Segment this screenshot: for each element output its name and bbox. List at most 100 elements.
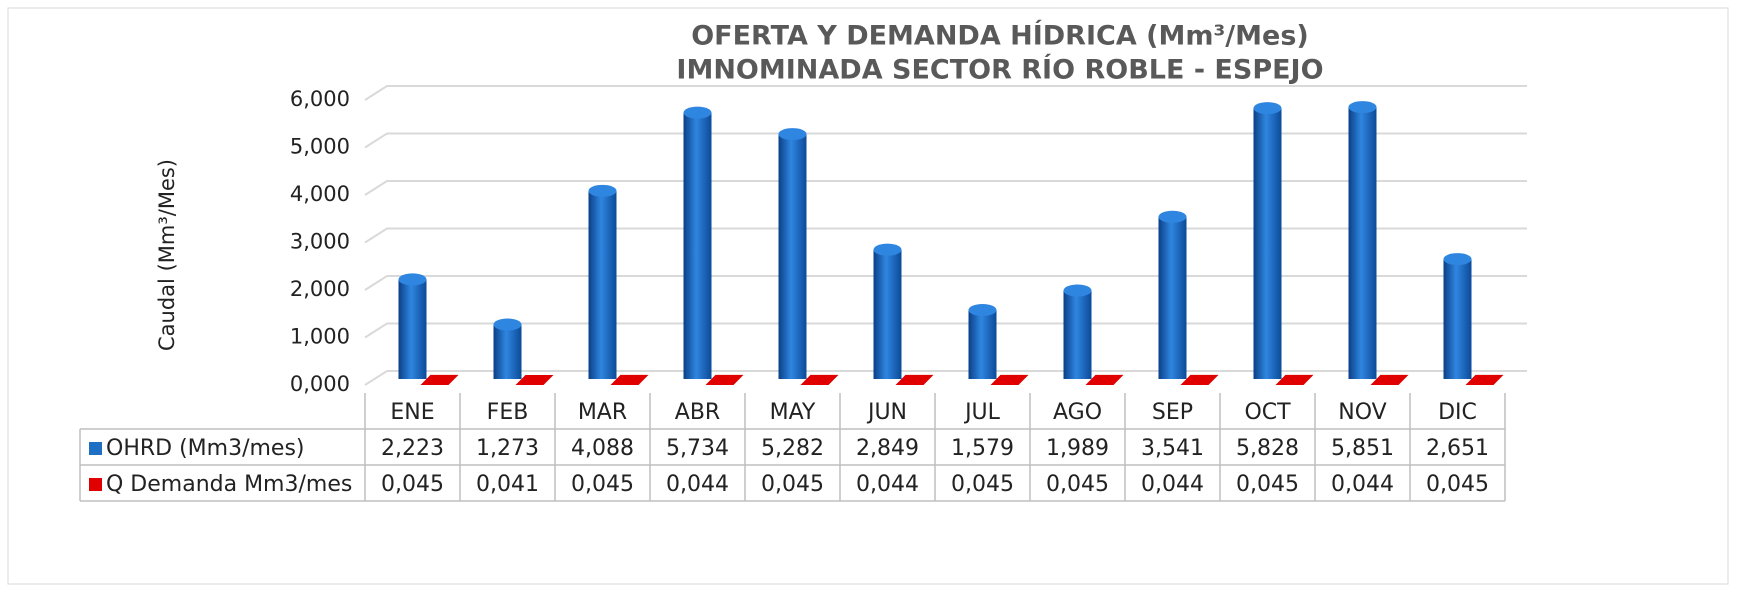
grid-line [364, 322, 1527, 339]
bar [420, 374, 459, 385]
bar [1158, 210, 1187, 379]
x-tick-label: MAR [578, 400, 627, 425]
bar-top [1063, 284, 1092, 297]
bar [778, 128, 807, 379]
bar [968, 303, 997, 379]
table-value: 1,989 [1046, 436, 1109, 461]
bar-body [398, 279, 427, 379]
y-tick-label: 1,000 [290, 325, 350, 349]
bar-body [1443, 259, 1472, 379]
x-tick-label: OCT [1244, 400, 1291, 425]
table-value: 0,045 [381, 472, 444, 497]
bar [1063, 284, 1092, 379]
bar-body [968, 309, 997, 379]
bar-top [873, 243, 902, 256]
bar [705, 374, 744, 385]
x-tick-label: SEP [1152, 400, 1193, 425]
y-tick-label: 5,000 [290, 135, 350, 159]
bar [873, 243, 902, 379]
table-value: 0,045 [1046, 472, 1109, 497]
bar [1085, 374, 1124, 385]
table-value: 5,828 [1236, 436, 1299, 461]
bar-top [1253, 102, 1282, 115]
bar-body [1253, 108, 1282, 380]
table-value: 2,849 [856, 436, 919, 461]
grid-line [364, 132, 1527, 149]
bar [895, 374, 934, 385]
x-tick-label: DIC [1438, 400, 1477, 425]
grid-line [364, 275, 1527, 291]
table-value: 3,541 [1141, 436, 1204, 461]
bar-top [968, 303, 997, 316]
table-value: 4,088 [571, 436, 634, 461]
table-value: 5,851 [1331, 436, 1394, 461]
table-value: 0,044 [1331, 472, 1394, 497]
y-tick-label: 0,000 [290, 372, 350, 396]
bar [1180, 374, 1219, 385]
table-value: 5,282 [761, 436, 824, 461]
bar [990, 374, 1029, 385]
bar-body [1158, 216, 1187, 379]
table-value: 1,579 [951, 436, 1014, 461]
bar [1443, 253, 1472, 379]
table-value: 0,044 [1141, 472, 1204, 497]
table-value: 0,045 [571, 472, 634, 497]
bar [800, 374, 839, 385]
y-axis-label: Caudal (Mm³/Mes) [155, 159, 179, 351]
legend-label: OHRD (Mm3/mes) [106, 436, 305, 461]
bar-body [778, 134, 807, 379]
y-tick-label: 2,000 [290, 277, 350, 301]
x-tick-label: JUN [866, 400, 907, 425]
bar-top [398, 273, 427, 286]
x-tick-label: MAY [770, 400, 816, 425]
bar [683, 106, 712, 379]
legend-key [89, 478, 102, 491]
y-tick-label: 6,000 [290, 87, 350, 111]
x-tick-label: NOV [1338, 400, 1386, 425]
chart-title: IMNOMINADA SECTOR RÍO ROBLE - ESPEJO [676, 54, 1323, 86]
bar [1275, 374, 1314, 385]
chart-frame [7, 7, 1729, 585]
bar-top [683, 106, 712, 119]
table-value: 0,044 [666, 472, 729, 497]
bar-top [1348, 101, 1377, 114]
chart-title: OFERTA Y DEMANDA HÍDRICA (Mm³/Mes) [691, 20, 1309, 52]
bar [1370, 374, 1409, 385]
bar [588, 184, 617, 379]
bar-body [588, 190, 617, 379]
grid-line [364, 180, 1527, 196]
bar [610, 374, 649, 385]
bar-body [873, 249, 902, 379]
bar-body [683, 112, 712, 379]
table-value: 0,045 [1236, 472, 1299, 497]
table-value: 2,223 [381, 436, 444, 461]
bar-body [493, 324, 522, 379]
table-value: 0,041 [476, 472, 539, 497]
bar [398, 273, 427, 379]
legend-label: Q Demanda Mm3/mes [106, 472, 352, 497]
bar [515, 375, 554, 385]
table-value: 0,044 [856, 472, 919, 497]
table-value: 5,734 [666, 436, 729, 461]
x-tick-label: ABR [675, 400, 720, 425]
bar-top [1443, 253, 1472, 266]
table-value: 0,045 [1426, 472, 1489, 497]
bar-top [493, 318, 522, 331]
bar [1348, 101, 1377, 379]
x-tick-label: ENE [390, 400, 434, 425]
table-value: 2,651 [1426, 436, 1489, 461]
x-tick-label: AGO [1053, 400, 1102, 425]
grid-line [364, 370, 1527, 386]
x-tick-label: JUL [963, 400, 1001, 425]
y-tick-label: 3,000 [290, 230, 350, 254]
table-value: 1,273 [476, 436, 539, 461]
bar-top [588, 184, 617, 197]
bar [1465, 374, 1504, 385]
x-tick-label: FEB [487, 400, 529, 425]
table-value: 0,045 [951, 472, 1014, 497]
y-tick-label: 4,000 [290, 182, 350, 206]
bar-body [1348, 107, 1377, 379]
grid-line [364, 227, 1527, 244]
bar-top [1158, 210, 1187, 223]
